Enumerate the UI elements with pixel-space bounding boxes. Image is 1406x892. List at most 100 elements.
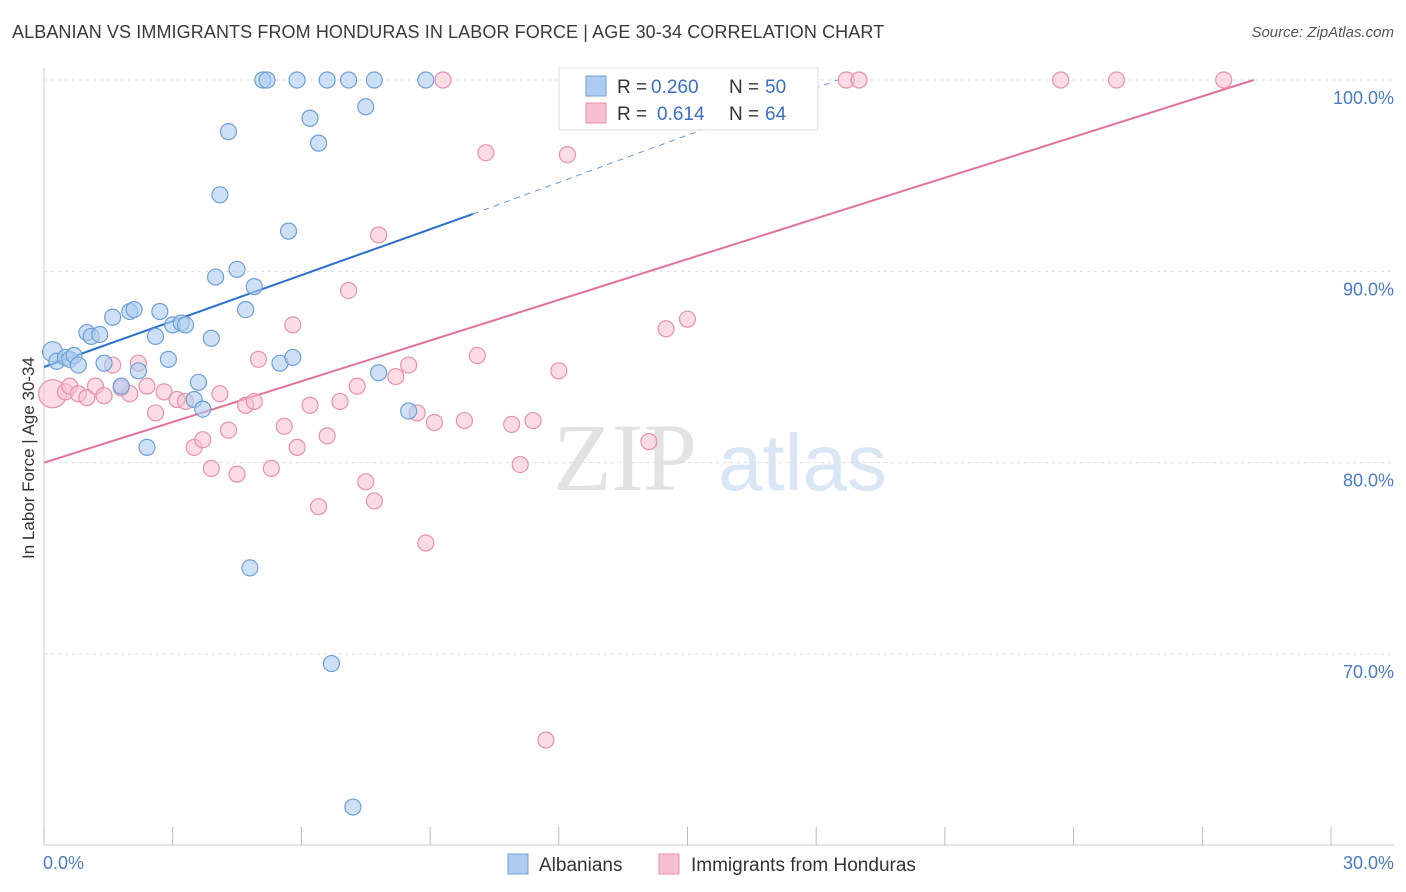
point-honduras: [503, 415, 521, 433]
point-honduras: [331, 392, 349, 411]
legend-swatch-albanians: [585, 75, 607, 97]
point-albanians: [176, 316, 195, 334]
legend-r-value-2: 0.614: [657, 104, 705, 125]
point-honduras: [558, 146, 576, 164]
point-honduras: [365, 492, 383, 510]
point-albanians: [104, 308, 122, 326]
point-honduras: [511, 455, 529, 474]
point-honduras: [228, 465, 246, 483]
point-honduras: [1107, 71, 1126, 89]
point-albanians: [284, 348, 302, 367]
axes: 70.0% 80.0% 90.0% 100.0%: [43, 68, 1394, 846]
point-albanians: [370, 364, 388, 382]
point-albanians: [417, 71, 435, 89]
y-tick-label: 70.0%: [1343, 662, 1394, 682]
legend-swatch-honduras: [585, 102, 607, 124]
data-points: [37, 71, 1233, 816]
point-honduras: [309, 498, 328, 516]
point-albanians: [219, 123, 238, 141]
point-albanians: [138, 438, 156, 456]
point-honduras: [245, 392, 263, 411]
bottom-legend-albanians: Albanians: [539, 855, 622, 876]
point-honduras: [537, 731, 555, 749]
point-albanians: [69, 356, 87, 374]
point-albanians: [309, 134, 328, 152]
point-honduras: [477, 144, 495, 162]
point-honduras: [249, 350, 268, 368]
point-honduras: [1052, 71, 1070, 89]
point-honduras: [850, 71, 868, 89]
legend-n-label-1: N =: [729, 77, 759, 98]
point-honduras: [550, 362, 568, 380]
point-albanians: [207, 268, 225, 286]
bottom-legend-swatch-albanians: [507, 853, 529, 875]
y-tick-label: 90.0%: [1343, 279, 1394, 299]
point-honduras: [138, 377, 156, 395]
point-honduras: [400, 356, 418, 374]
chart-title: ALBANIAN VS IMMIGRANTS FROM HONDURAS IN …: [12, 22, 885, 42]
point-honduras: [275, 417, 293, 435]
point-albanians: [189, 373, 208, 391]
point-honduras: [387, 367, 405, 386]
point-honduras: [524, 411, 542, 430]
x-tick-label-max: 30.0%: [1343, 853, 1394, 873]
point-albanians: [288, 71, 306, 89]
point-honduras: [78, 389, 96, 407]
legend-n-value-2: 64: [765, 104, 787, 125]
bottom-legend-swatch-honduras: [658, 853, 680, 875]
point-albanians: [146, 327, 165, 345]
point-honduras: [657, 320, 675, 338]
point-honduras: [288, 438, 306, 456]
point-albanians: [91, 325, 109, 344]
point-honduras: [1215, 71, 1233, 89]
point-honduras: [95, 387, 113, 405]
legend-n-label-2: N =: [729, 104, 759, 125]
point-albanians: [159, 350, 178, 368]
watermark-zip: ZIP: [553, 404, 697, 511]
point-honduras: [318, 427, 336, 445]
point-albanians: [322, 654, 341, 673]
bottom-legend: Albanians Immigrants from Honduras: [507, 853, 916, 876]
point-albanians: [228, 260, 246, 279]
point-honduras: [202, 459, 220, 478]
point-honduras: [301, 396, 319, 414]
point-honduras: [678, 310, 697, 328]
point-albanians: [301, 109, 319, 127]
point-honduras: [417, 534, 435, 552]
point-albanians: [95, 354, 113, 372]
legend-r-value-1: 0.260: [651, 77, 699, 98]
point-albanians: [245, 278, 263, 296]
point-honduras: [357, 473, 375, 491]
point-albanians: [279, 222, 298, 240]
point-albanians: [357, 98, 375, 116]
point-albanians: [318, 71, 336, 89]
point-albanians: [258, 71, 276, 89]
bottom-legend-honduras: Immigrants from Honduras: [691, 855, 916, 876]
point-honduras: [284, 316, 302, 334]
point-honduras: [455, 411, 474, 430]
point-honduras: [434, 71, 452, 89]
point-honduras: [194, 431, 212, 449]
point-albanians: [202, 329, 220, 347]
point-albanians: [151, 302, 169, 321]
point-honduras: [370, 226, 388, 244]
point-honduras: [425, 413, 443, 432]
point-albanians: [365, 71, 383, 89]
point-albanians: [339, 71, 358, 89]
y-tick-label: 80.0%: [1343, 471, 1394, 491]
point-honduras: [640, 433, 658, 451]
legend-r-label-2: R =: [617, 104, 647, 125]
point-albanians: [125, 301, 143, 319]
point-honduras: [348, 377, 366, 395]
legend-r-label-1: R =: [617, 77, 647, 98]
point-albanians: [400, 402, 418, 420]
point-honduras: [339, 281, 358, 300]
point-albanians: [211, 186, 229, 204]
point-albanians: [194, 400, 212, 418]
y-tick-label: 100.0%: [1333, 88, 1394, 108]
point-albanians: [112, 377, 130, 395]
x-tick-label-min: 0.0%: [43, 853, 84, 873]
point-albanians: [241, 559, 259, 577]
point-honduras: [211, 385, 229, 403]
